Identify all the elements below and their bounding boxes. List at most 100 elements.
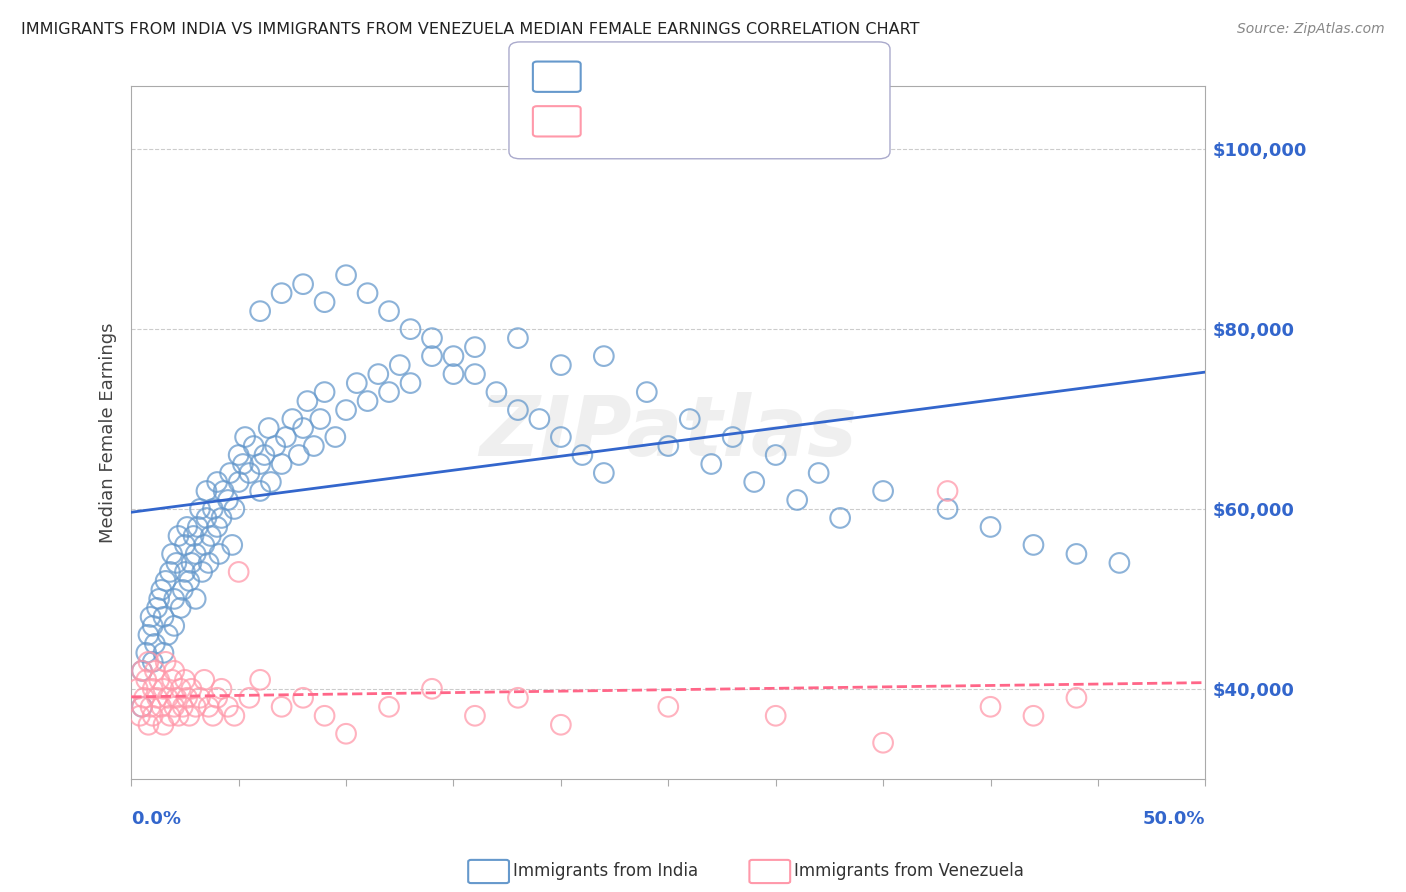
Point bbox=[228, 448, 250, 462]
Point bbox=[174, 673, 197, 687]
Point bbox=[127, 681, 149, 696]
Point bbox=[165, 556, 187, 570]
Point bbox=[195, 511, 218, 525]
Point bbox=[142, 681, 165, 696]
Point bbox=[657, 439, 679, 453]
Point bbox=[592, 466, 614, 480]
Point bbox=[506, 690, 529, 705]
Point bbox=[195, 483, 218, 498]
Point bbox=[219, 466, 242, 480]
Point bbox=[292, 690, 315, 705]
Point bbox=[742, 475, 765, 489]
Point bbox=[443, 367, 465, 381]
Point bbox=[193, 673, 215, 687]
Point bbox=[180, 681, 202, 696]
Point bbox=[420, 331, 443, 345]
Point bbox=[228, 565, 250, 579]
Point bbox=[139, 610, 162, 624]
Point bbox=[257, 421, 280, 435]
Point bbox=[160, 547, 183, 561]
Point bbox=[249, 457, 271, 471]
Point bbox=[378, 304, 401, 318]
Text: R = 0.535   N = 117: R = 0.535 N = 117 bbox=[588, 67, 769, 85]
Point bbox=[270, 457, 292, 471]
Point bbox=[143, 637, 166, 651]
Text: Immigrants from Venezuela: Immigrants from Venezuela bbox=[794, 863, 1024, 880]
Point bbox=[197, 699, 219, 714]
Point bbox=[872, 736, 894, 750]
Point bbox=[636, 385, 658, 400]
Point bbox=[163, 591, 186, 606]
Point bbox=[138, 628, 160, 642]
Text: 0.0%: 0.0% bbox=[131, 810, 181, 828]
Point bbox=[174, 538, 197, 552]
Point bbox=[152, 681, 174, 696]
Point bbox=[150, 699, 173, 714]
Point bbox=[142, 619, 165, 633]
Point bbox=[160, 673, 183, 687]
Point bbox=[193, 538, 215, 552]
Point bbox=[1108, 556, 1130, 570]
Point bbox=[249, 483, 271, 498]
Point bbox=[356, 286, 378, 301]
Point bbox=[174, 565, 197, 579]
Point bbox=[571, 448, 593, 462]
Point bbox=[1066, 547, 1088, 561]
Point bbox=[138, 655, 160, 669]
Point bbox=[464, 367, 486, 381]
Point bbox=[399, 322, 422, 336]
Point bbox=[142, 655, 165, 669]
Point bbox=[184, 547, 207, 561]
Point bbox=[128, 708, 150, 723]
Point bbox=[180, 556, 202, 570]
Text: Source: ZipAtlas.com: Source: ZipAtlas.com bbox=[1237, 22, 1385, 37]
Point bbox=[156, 628, 179, 642]
Point bbox=[700, 457, 723, 471]
Point bbox=[323, 430, 346, 444]
Point bbox=[786, 493, 808, 508]
Point bbox=[224, 708, 246, 723]
Point bbox=[249, 304, 271, 318]
Point bbox=[335, 268, 357, 283]
Point bbox=[152, 646, 174, 660]
Point bbox=[146, 600, 169, 615]
Point bbox=[721, 430, 744, 444]
Point bbox=[464, 340, 486, 354]
Point bbox=[165, 690, 187, 705]
Point bbox=[238, 690, 260, 705]
Point bbox=[1022, 538, 1045, 552]
Point bbox=[420, 349, 443, 363]
Point bbox=[187, 520, 209, 534]
Point bbox=[464, 708, 486, 723]
Point bbox=[152, 718, 174, 732]
Point bbox=[238, 466, 260, 480]
Text: 50.0%: 50.0% bbox=[1143, 810, 1205, 828]
Y-axis label: Median Female Earnings: Median Female Earnings bbox=[100, 322, 117, 543]
Point bbox=[143, 664, 166, 678]
Point bbox=[420, 681, 443, 696]
Point bbox=[367, 367, 389, 381]
Point bbox=[292, 277, 315, 292]
Point bbox=[150, 582, 173, 597]
Point bbox=[211, 511, 233, 525]
Point bbox=[152, 610, 174, 624]
Point bbox=[155, 655, 177, 669]
Point bbox=[135, 673, 157, 687]
Point bbox=[179, 574, 201, 588]
Point bbox=[205, 520, 228, 534]
Point bbox=[297, 394, 319, 409]
Text: Immigrants from India: Immigrants from India bbox=[513, 863, 699, 880]
Point bbox=[188, 502, 211, 516]
Point bbox=[281, 412, 304, 426]
Point bbox=[134, 690, 156, 705]
Point bbox=[184, 591, 207, 606]
Point bbox=[550, 358, 572, 372]
Point bbox=[443, 349, 465, 363]
Point bbox=[131, 699, 153, 714]
Point bbox=[1022, 708, 1045, 723]
Point bbox=[1066, 690, 1088, 705]
Point bbox=[550, 718, 572, 732]
Point bbox=[979, 520, 1001, 534]
Point bbox=[200, 529, 222, 543]
Point bbox=[169, 600, 191, 615]
